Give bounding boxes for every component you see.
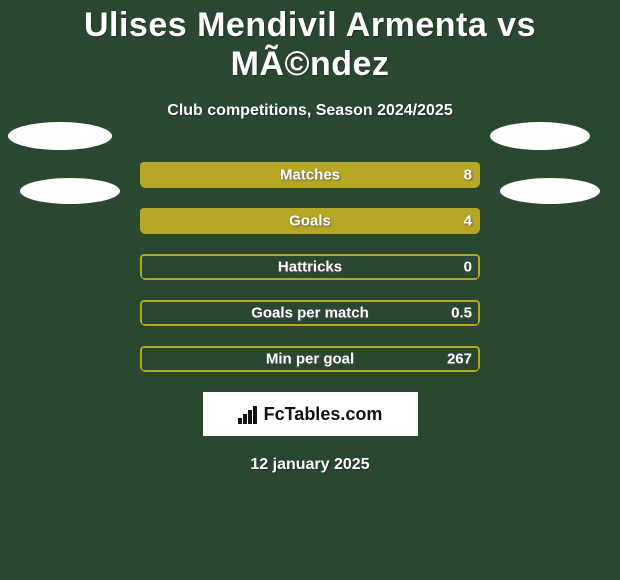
branding-bar-icon (238, 404, 260, 424)
stat-value-right: 267 (447, 351, 472, 368)
stat-label: Min per goal (266, 351, 354, 368)
stat-label: Matches (280, 167, 340, 184)
player-image-placeholder (500, 178, 600, 204)
stat-row: Goals per match 0.5 (140, 300, 480, 326)
branding-box: FcTables.com (203, 392, 418, 436)
stat-row: Hattricks 0 (140, 254, 480, 280)
stat-value-right: 0 (464, 259, 472, 276)
stat-label: Hattricks (278, 259, 342, 276)
stat-value-right: 4 (464, 213, 472, 230)
comparison-subtitle: Club competitions, Season 2024/2025 (0, 102, 620, 120)
player-image-placeholder (8, 122, 112, 150)
stat-row: Matches 8 (140, 162, 480, 188)
stat-bar-left-fill (140, 208, 147, 234)
player-image-placeholder (20, 178, 120, 204)
branding-label: FcTables.com (264, 404, 383, 425)
stat-value-right: 8 (464, 167, 472, 184)
stat-bar-left-fill (140, 162, 147, 188)
stat-label: Goals (289, 213, 331, 230)
comparison-title: Ulises Mendivil Armenta vs MÃ©ndez (0, 0, 620, 84)
player-image-placeholder (490, 122, 590, 150)
stat-value-right: 0.5 (451, 305, 472, 322)
stat-label: Goals per match (251, 305, 369, 322)
stat-row: Min per goal 267 (140, 346, 480, 372)
stat-row: Goals 4 (140, 208, 480, 234)
footer-date: 12 january 2025 (0, 456, 620, 474)
